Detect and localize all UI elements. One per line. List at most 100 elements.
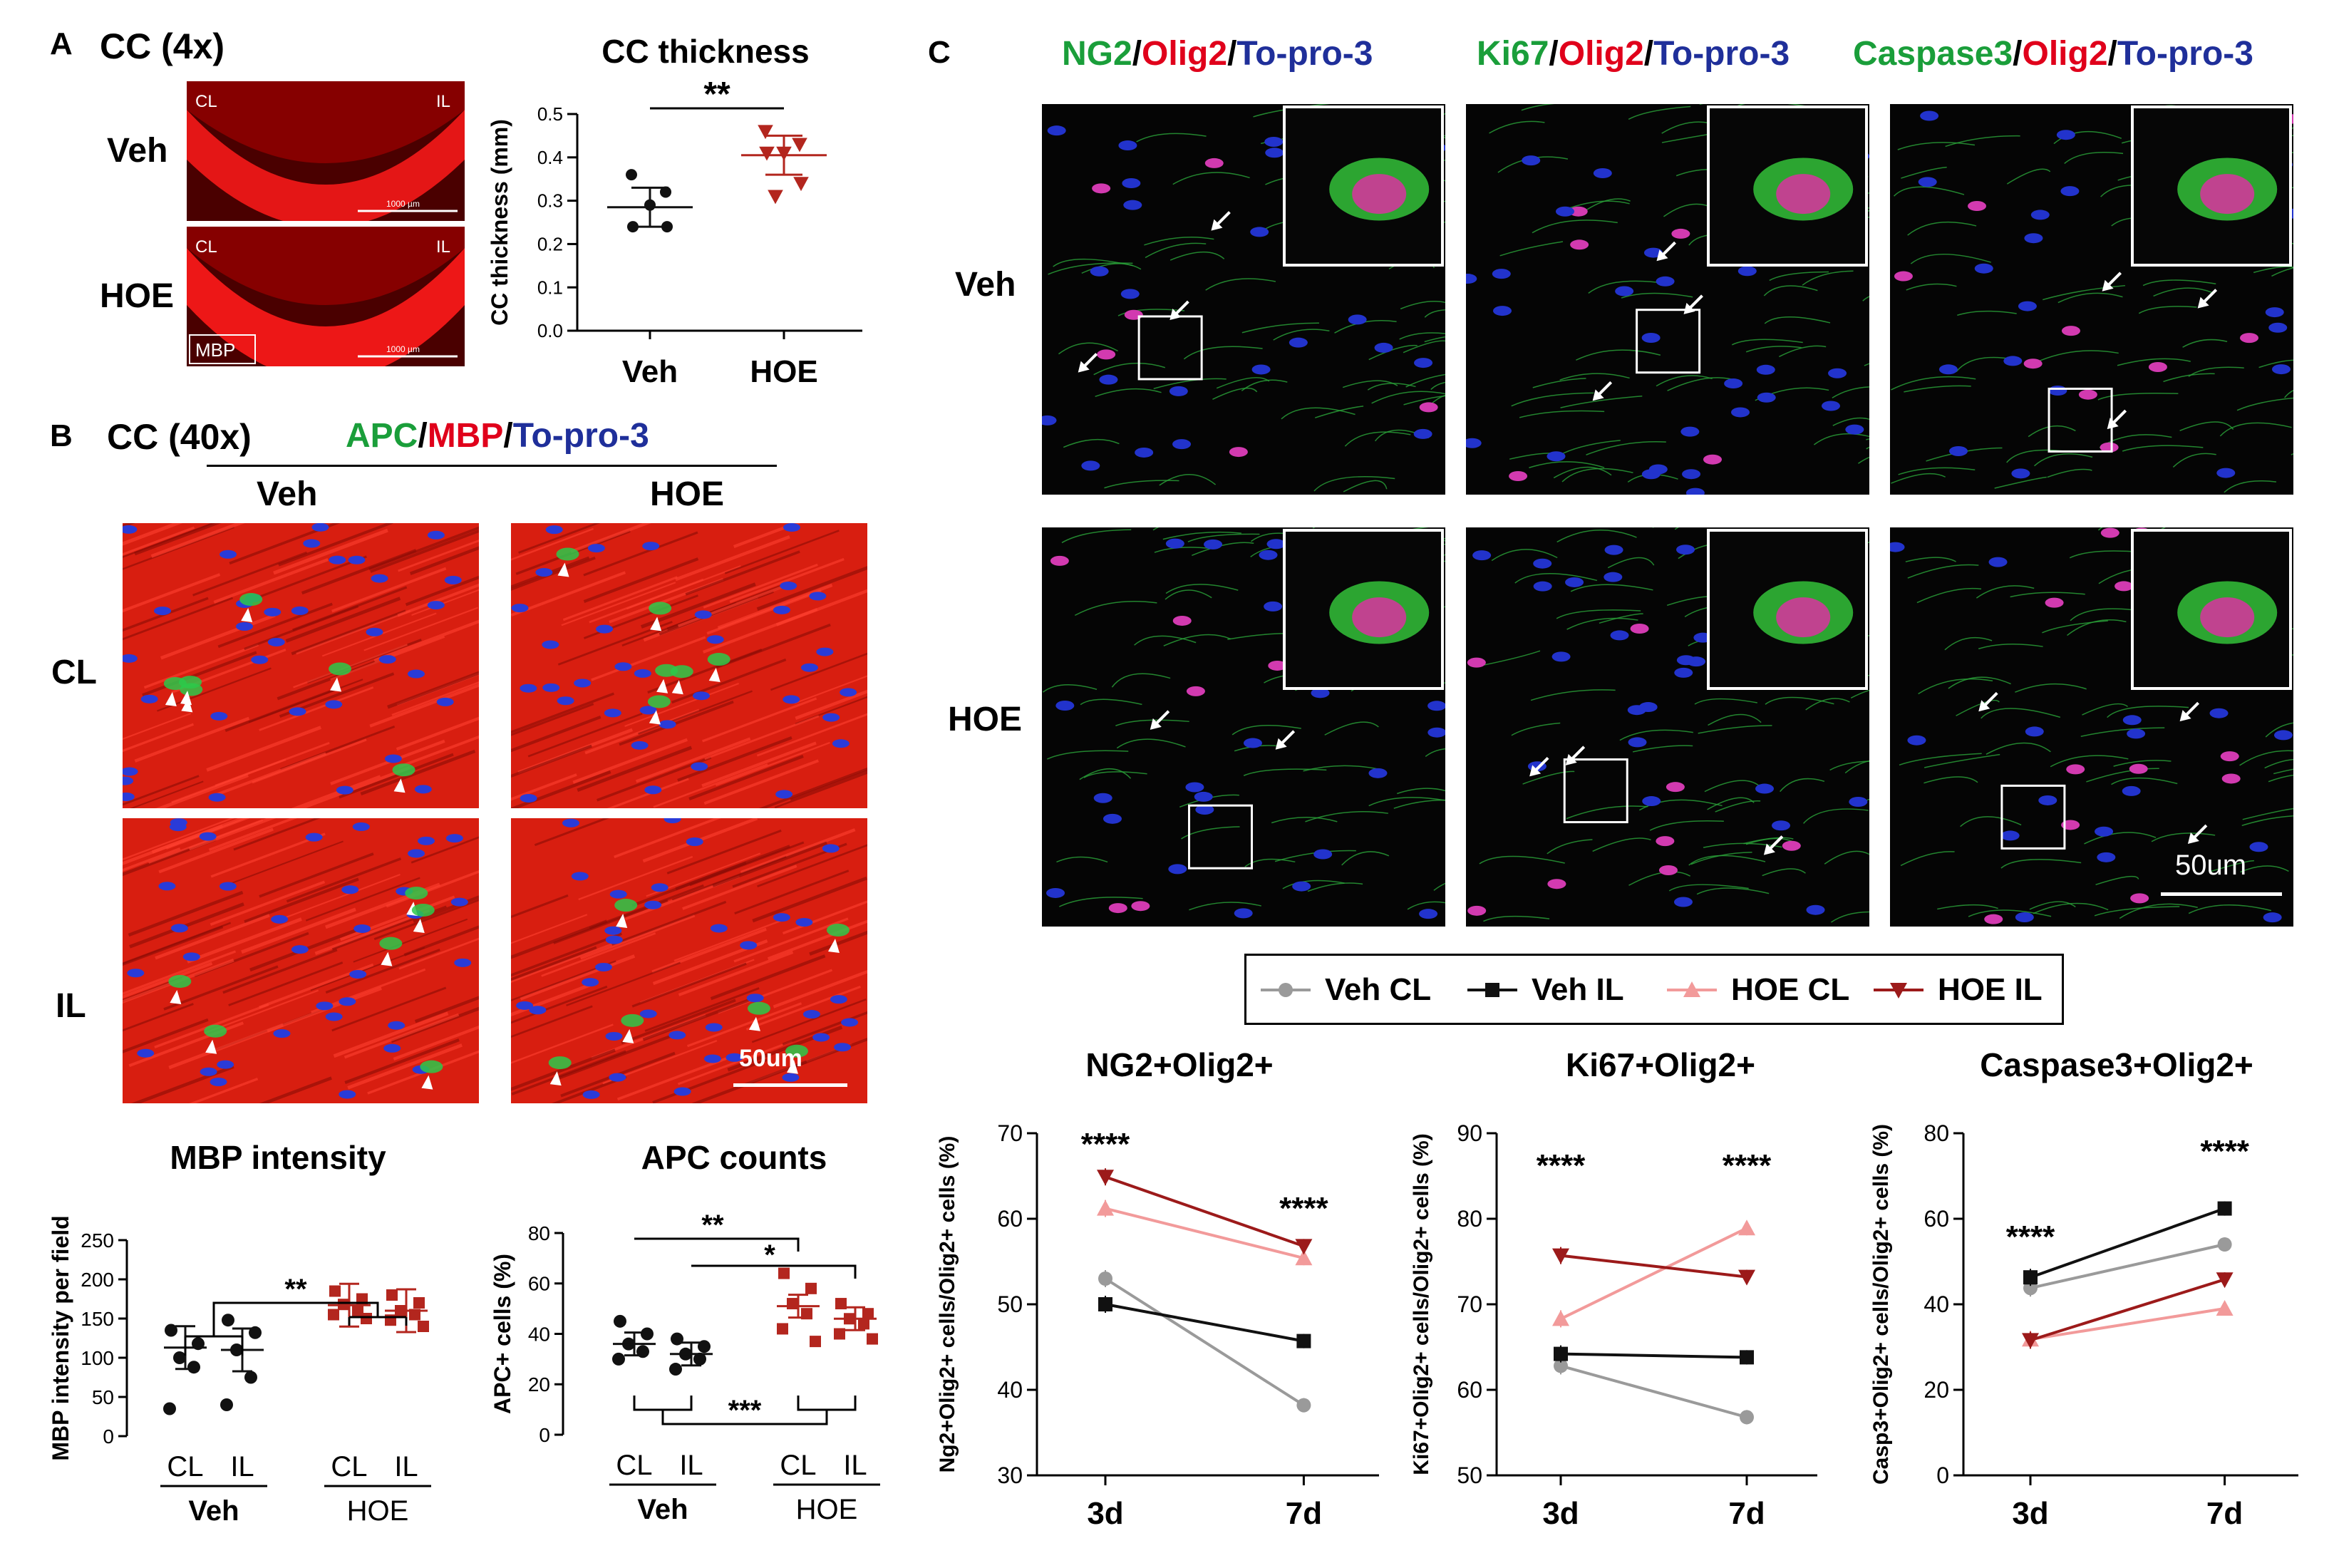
data-point <box>759 146 775 161</box>
nucleus <box>594 962 612 971</box>
process-fiber <box>1081 263 1142 274</box>
nucleus <box>1042 415 1057 425</box>
nucleus <box>1414 358 1433 368</box>
process-fiber <box>2064 152 2124 164</box>
nucleus <box>154 607 172 616</box>
myelin-fiber <box>651 927 767 974</box>
apc-cell <box>329 662 352 676</box>
nucleus <box>1756 364 1775 375</box>
myelin-fiber <box>541 932 656 977</box>
nucleus <box>1466 438 1482 448</box>
nucleus <box>123 776 134 785</box>
myelin-fiber <box>233 818 321 851</box>
y-axis-label: Ng2+Olig2+ cells/Olig2+ cells (%) <box>936 1136 959 1473</box>
myelin-fiber <box>331 567 447 613</box>
process-fiber <box>1367 383 1416 391</box>
process-fiber <box>1491 549 1558 562</box>
process-fiber <box>1899 753 1982 766</box>
nucleus <box>1250 227 1269 237</box>
process-fiber <box>1368 344 1418 361</box>
process-fiber <box>2153 287 2214 297</box>
nucleus <box>2048 386 2067 396</box>
myelin-fiber <box>158 827 274 874</box>
nucleus <box>1570 239 1589 250</box>
process-fiber <box>1425 748 1445 758</box>
nucleus <box>170 924 188 933</box>
data-point <box>641 1327 654 1341</box>
nucleus <box>1093 793 1112 803</box>
data-point <box>386 1289 398 1301</box>
myelin-fiber <box>228 961 344 1006</box>
nucleus <box>1131 901 1150 912</box>
process-fiber <box>1905 557 1956 562</box>
process-fiber <box>1715 800 1761 813</box>
process-fiber <box>1165 589 1212 600</box>
data-point <box>669 1363 682 1376</box>
sig-marker: * <box>764 1239 775 1271</box>
process-fiber <box>1397 788 1445 795</box>
nucleus <box>1251 364 1271 375</box>
panel-b-letter: B <box>50 418 73 453</box>
myelin-fiber <box>373 898 479 941</box>
myelin-fiber <box>570 523 652 554</box>
myelin-fiber <box>710 954 826 1001</box>
process-fiber <box>1241 322 1319 334</box>
myelin-fiber <box>677 1040 793 1085</box>
sig-bracket <box>634 1237 800 1252</box>
myelin-fiber <box>589 578 704 624</box>
data-point <box>1296 1334 1311 1348</box>
process-fiber <box>1117 309 1185 316</box>
y-tick-label: 0.1 <box>537 277 563 298</box>
nucleus <box>1168 864 1187 875</box>
process-fiber <box>1832 386 1869 398</box>
process-fiber <box>2273 768 2293 775</box>
nucleus <box>1938 364 1958 375</box>
arrow-icon <box>1150 718 1162 730</box>
myelin-fiber <box>511 773 577 801</box>
nucleus <box>1890 542 1905 552</box>
arrowhead-icon <box>165 692 177 707</box>
nucleus <box>545 525 563 535</box>
process-fiber <box>1059 897 1143 907</box>
nucleus <box>1055 700 1075 711</box>
nucleus <box>2060 186 2080 197</box>
y-tick-label: 80 <box>1457 1206 1482 1232</box>
data-point <box>835 1298 847 1310</box>
myelin-fiber <box>331 986 447 1032</box>
myelin-fiber <box>688 754 804 800</box>
nucleus <box>1533 558 1552 569</box>
nucleus <box>668 1031 686 1040</box>
process-fiber <box>1860 798 1869 803</box>
nucleus <box>582 1090 600 1099</box>
nucleus <box>199 832 217 841</box>
sig-marker: ** <box>284 1274 307 1305</box>
process-fiber <box>2015 683 2087 693</box>
myelin-fiber <box>123 775 200 806</box>
nucleus <box>291 606 309 615</box>
nucleus <box>1687 656 1706 667</box>
ki67-olig2-chart: Ki67+Olig2+ Ki67+Olig2+ cells/Olig2+ cell… <box>1410 1046 1817 1531</box>
x-tick-label: CL <box>331 1451 367 1482</box>
process-fiber <box>1745 346 1802 353</box>
process-fiber <box>1532 220 1618 234</box>
nucleus <box>123 767 138 776</box>
nucleus <box>349 969 367 979</box>
caspase3-olig2-chart: Caspase3+Olig2+ Casp3+Olig2+ cells/Olig2+… <box>1869 1046 2298 1531</box>
panel-a-row-hoe: HOE <box>100 277 175 315</box>
process-fiber <box>1159 474 1217 486</box>
col2-stain: Ki67/Olig2/To-pro-3 <box>1477 37 1790 71</box>
process-fiber <box>1324 721 1379 736</box>
process-fiber <box>1690 852 1752 865</box>
nucleus <box>795 918 813 927</box>
img-cl-label: CL <box>195 92 217 111</box>
data-point <box>758 125 773 140</box>
myelin-fiber <box>259 1076 332 1103</box>
myelin-fiber <box>692 1060 807 1103</box>
nucleus <box>1828 368 1847 378</box>
process-fiber <box>1560 395 1643 408</box>
nucleus <box>291 945 309 954</box>
y-tick-label: 60 <box>997 1206 1023 1232</box>
process-fiber <box>1907 564 1979 579</box>
myelin-fiber <box>794 675 867 704</box>
nucleus <box>542 683 560 692</box>
